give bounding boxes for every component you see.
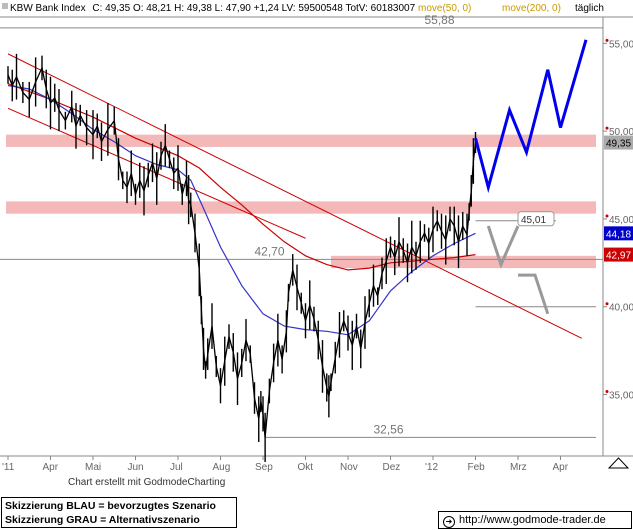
x-tick-label: Feb	[468, 462, 486, 473]
support-resistance-zone	[6, 201, 596, 214]
x-tick-label: Mrz	[510, 462, 527, 473]
x-tick-label: Dez	[383, 462, 401, 473]
line-value-label: 42,70	[255, 244, 285, 258]
chart-header: KBW Bank Index C: 49,35 O: 48,21 H: 49,3…	[2, 3, 604, 14]
x-tick-label: Sep	[255, 462, 273, 473]
y-tick-marker	[605, 390, 609, 394]
callout-box	[517, 211, 555, 227]
callout-value-label: 45,01	[521, 215, 546, 226]
y-tick-label: 40,00	[609, 303, 633, 314]
header-ma200: move(200, 0)	[502, 3, 561, 14]
x-tick-label: Aug	[213, 462, 231, 473]
y-tick-marker	[605, 38, 609, 42]
scroll-arrow-icon[interactable]	[607, 457, 630, 469]
axis-value-label: 49,35	[606, 139, 631, 150]
x-tick-label: '11	[2, 462, 15, 473]
y-tick-marker	[605, 302, 609, 306]
x-tick-label: Apr	[553, 462, 569, 473]
axis-value-box	[604, 226, 633, 241]
grey-scenario-path	[518, 273, 550, 315]
blue-scenario-path	[474, 39, 588, 194]
line-value-label: 55,88	[425, 13, 455, 27]
line-value-label: 32,56	[374, 422, 404, 436]
y-tick-label: 35,00	[609, 391, 633, 402]
website-link[interactable]: ➜ http://www.godmode-trader.de	[438, 511, 632, 529]
y-tick-label: 50,00	[609, 127, 633, 138]
x-tick-label: '12	[425, 462, 438, 473]
axis-value-label: 42,97	[606, 251, 631, 262]
y-tick-label: 45,00	[609, 215, 633, 226]
header-icon	[2, 3, 8, 9]
svg-text:KBW Bank Index C: 49,35: KBW Bank Index C: 49,35 O: 48,21 H: 49,3…	[10, 3, 416, 14]
chart-credit: Chart erstellt mit GodmodeCharting	[68, 477, 225, 488]
x-tick-label: Nov	[340, 462, 358, 473]
axis-value-box	[604, 135, 633, 150]
x-tick-label: Jun	[128, 462, 144, 473]
x-tick-label: Jul	[170, 462, 183, 473]
ma50-line	[7, 84, 476, 336]
x-tick-label: Mai	[85, 462, 101, 473]
x-tick-label: Okt	[298, 462, 314, 473]
website-url[interactable]: http://www.godmode-trader.de	[459, 514, 606, 526]
price-line	[7, 65, 477, 438]
header-ma50: move(50, 0)	[418, 3, 471, 14]
axis-value-label: 44,18	[606, 229, 631, 240]
support-resistance-zone	[6, 134, 596, 147]
grey-scenario-path	[486, 225, 520, 269]
y-tick-marker	[605, 214, 609, 218]
y-tick-label: 55,00	[609, 39, 633, 50]
legend-line-blue: Skizzierung BLAU = bevorzugtes Szenario	[5, 500, 216, 512]
header-ohlc: C: 49,35 O: 48,21 H: 49,38 L: 47,90 +1,2…	[92, 3, 415, 14]
link-arrow-icon: ➜	[443, 516, 455, 528]
legend-line-grey: Skizzierung GRAU = Alternativszenario	[5, 514, 200, 526]
axis-value-box	[604, 247, 633, 262]
header-name: KBW Bank Index	[10, 3, 86, 14]
trend-line	[7, 53, 582, 339]
scenario-legend: Skizzierung BLAU = bevorzugtes Szenario …	[1, 497, 237, 528]
x-tick-label: Apr	[43, 462, 59, 473]
support-resistance-zone	[331, 255, 596, 269]
y-tick-marker	[605, 126, 609, 130]
header-interval: täglich	[575, 3, 604, 14]
